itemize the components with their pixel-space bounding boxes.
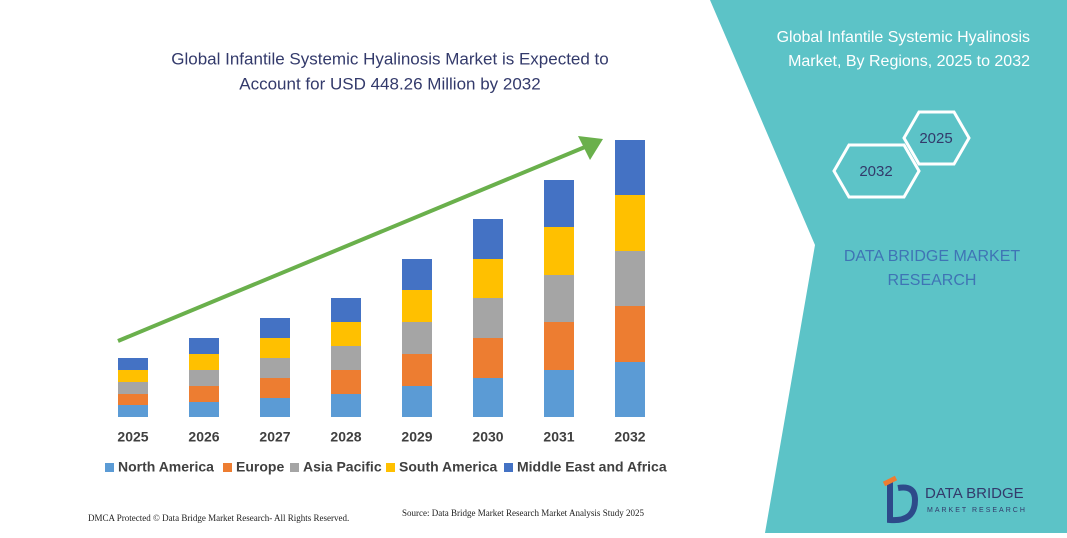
bar-segment [189, 354, 219, 370]
bar-segment [473, 219, 503, 259]
panel-title: Global Infantile Systemic Hyalinosis [777, 29, 1030, 46]
chart-title: Account for USD 448.26 Million by 2032 [239, 74, 540, 93]
brand-text: RESEARCH [888, 272, 977, 289]
bar-segment [402, 386, 432, 417]
bar-segment [473, 298, 503, 338]
bar-segment [118, 382, 148, 394]
brand-text: DATA BRIDGE MARKET [844, 248, 1021, 265]
bar-segment [473, 338, 503, 378]
bar-segment [260, 338, 290, 358]
bar-segment [615, 251, 645, 306]
bar-segment [331, 370, 361, 394]
legend-swatch [105, 463, 114, 472]
bar-segment [260, 318, 290, 338]
x-tick-label: 2031 [543, 429, 574, 445]
panel-title: Market, By Regions, 2025 to 2032 [788, 53, 1030, 70]
x-tick-label: 2028 [330, 429, 361, 445]
hex-label: 2025 [919, 130, 952, 147]
bar-segment [473, 259, 503, 298]
chart-title: Global Infantile Systemic Hyalinosis Mar… [171, 49, 608, 68]
bar-segment [544, 275, 574, 322]
bar-segment [544, 322, 574, 370]
arrow-head [578, 136, 603, 160]
legend-swatch [504, 463, 513, 472]
trend-arrow [117, 145, 586, 343]
plot: 2025 2026 2027 2028 2029 2030 2031 2032 North Am… [105, 140, 667, 475]
bar-segment [118, 358, 148, 370]
x-tick-label: 2027 [259, 429, 290, 445]
bar-segment [615, 306, 645, 362]
legend-swatch [386, 463, 395, 472]
bar-segment [473, 378, 503, 417]
bar-segment [544, 227, 574, 275]
bar-segment [189, 386, 219, 402]
legend-swatch [290, 463, 299, 472]
logo-sub: MARKET RESEARCH [927, 507, 1027, 514]
dmca: DMCA Protected © Data Bridge Market Rese… [88, 513, 349, 523]
logo-icon [882, 475, 898, 487]
x-tick-label: 2030 [472, 429, 503, 445]
hexagon [832, 143, 921, 199]
bar-segment [331, 346, 361, 370]
bar-segment [260, 378, 290, 398]
legend-label: Europe [236, 459, 284, 475]
bar-segment [260, 398, 290, 417]
bar-segment [544, 370, 574, 417]
logo-name: DATA BRIDGE [925, 485, 1024, 502]
x-tick-label: 2029 [401, 429, 432, 445]
x-tick-label: 2025 [117, 429, 148, 445]
x-tick-label: 2032 [614, 429, 645, 445]
hexagon [902, 110, 971, 166]
hex-label: 2032 [859, 163, 892, 180]
bar-segment [615, 140, 645, 195]
bar-segment [402, 259, 432, 290]
bar-segment [189, 402, 219, 417]
bar-segment [189, 370, 219, 386]
bar-segment [189, 338, 219, 354]
legend-label: Asia Pacific [303, 459, 382, 475]
source: Source: Data Bridge Market Research Mark… [402, 508, 644, 518]
logo-icon [887, 480, 919, 524]
bar-segment [402, 354, 432, 386]
legend-label: Middle East and Africa [517, 459, 667, 475]
bar-segment [402, 322, 432, 354]
legend-label: North America [118, 459, 214, 475]
bar-segment [118, 405, 148, 417]
bar-segment [544, 180, 574, 227]
bar-segment [615, 362, 645, 417]
bar-segment [615, 195, 645, 251]
bar-segment [118, 370, 148, 382]
bar-segment [260, 358, 290, 378]
bar-segment [118, 394, 148, 405]
legend-label: South America [399, 459, 497, 475]
legend-swatch [223, 463, 232, 472]
x-tick-label: 2026 [188, 429, 219, 445]
side-panel [710, 0, 1067, 533]
bar-segment [331, 394, 361, 417]
bar-segment [331, 322, 361, 346]
bar-segment [331, 298, 361, 322]
bar-segment [402, 290, 432, 322]
